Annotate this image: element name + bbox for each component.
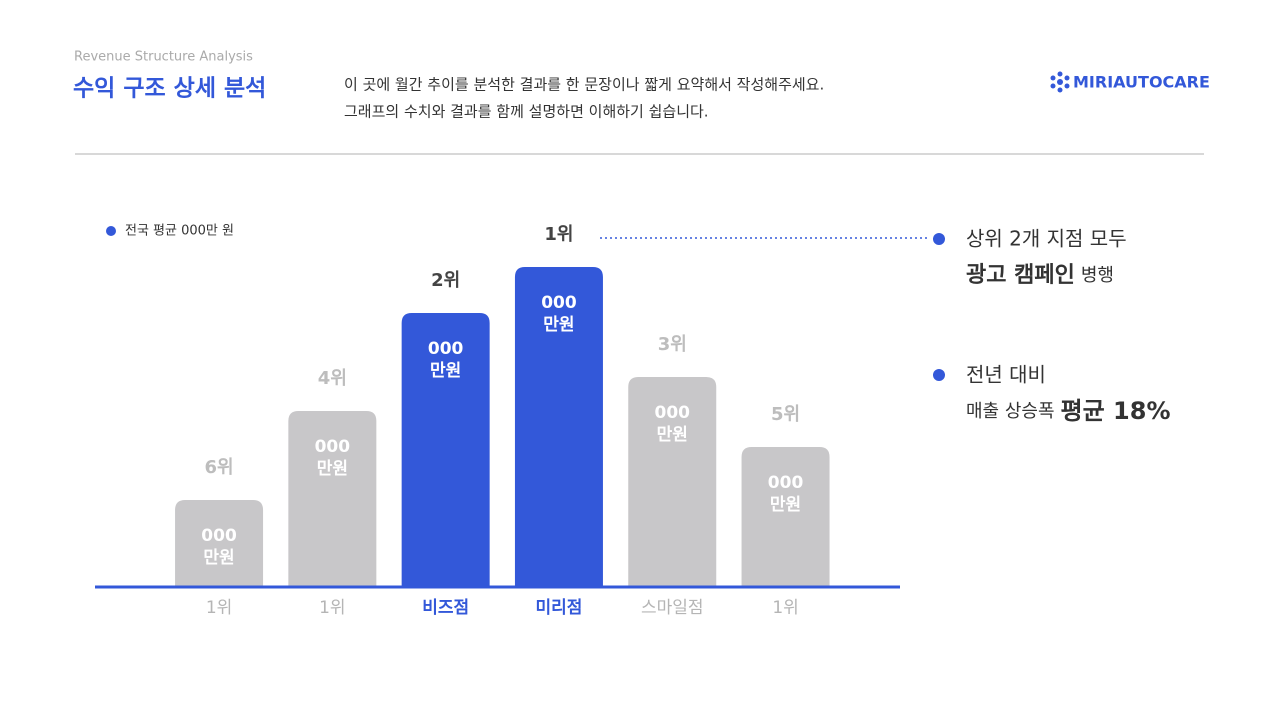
- annotation-text: 매출 상승폭: [966, 401, 1055, 422]
- bar-text: 만원: [657, 425, 688, 445]
- bar: [175, 500, 264, 587]
- bar-text: 000: [768, 473, 804, 493]
- rank-label: 1위: [544, 224, 573, 245]
- rank-label: 4위: [318, 368, 347, 389]
- description: 이 곳에 월간 추이를 분석한 결과를 한 문장이나 짧게 요약해서 작성해주세…: [344, 76, 824, 94]
- annotation: 광고 캠페인 병행: [966, 263, 1114, 288]
- logo-icon: [1050, 71, 1070, 93]
- rank-label: 3위: [658, 334, 687, 355]
- x-tick-label: 스마일점: [641, 598, 704, 618]
- chart: 6위000만원1위4위000만원1위2위000만원비즈점1위000만원미리점3위…: [175, 224, 830, 618]
- annotation-bold: 평균 18%: [1061, 397, 1171, 425]
- legend-dot: [106, 226, 116, 236]
- rank-label: 6위: [205, 457, 234, 478]
- bar: [401, 313, 490, 587]
- bar: [741, 447, 830, 587]
- bar: [628, 377, 717, 587]
- bar-text: 만원: [317, 459, 348, 479]
- legend: 전국 평균 000만 원: [125, 224, 234, 239]
- x-tick-label: 1위: [206, 598, 232, 618]
- bar-text: 만원: [203, 548, 234, 568]
- bar: [288, 411, 377, 587]
- description: 그래프의 수치와 결과를 함께 설명하면 이해하기 쉽습니다.: [344, 103, 709, 121]
- bar-text: 만원: [430, 361, 461, 381]
- bar-text: 000: [201, 526, 237, 546]
- callout-dot: [933, 233, 945, 245]
- annotation-bold: 광고 캠페인: [966, 263, 1075, 288]
- bar-text: 000: [428, 339, 464, 359]
- annotation: 상위 2개 지점 모두: [966, 227, 1127, 251]
- annotation: 전년 대비: [966, 363, 1046, 387]
- x-tick-label: 1위: [319, 598, 345, 618]
- bar-text: 000: [541, 293, 577, 313]
- bar-text: 만원: [543, 315, 574, 335]
- logo: MIRIAUTOCARE: [1073, 73, 1210, 92]
- bar-text: 000: [315, 437, 351, 457]
- annotation-dot: [933, 369, 945, 381]
- annotation: 매출 상승폭 평균 18%: [966, 397, 1171, 425]
- bar-text: 000: [655, 403, 691, 423]
- x-tick-label: 비즈점: [422, 598, 469, 618]
- bar: [514, 267, 603, 587]
- rank-label: 5위: [771, 404, 800, 425]
- bar-text: 만원: [770, 495, 801, 515]
- subtitle: Revenue Structure Analysis: [74, 50, 253, 65]
- rank-label: 2위: [431, 270, 460, 291]
- x-tick-label: 미리점: [535, 598, 582, 618]
- annotation-text: 병행: [1081, 265, 1114, 286]
- x-tick-label: 1위: [772, 598, 798, 618]
- title: 수익 구조 상세 분석: [73, 76, 266, 102]
